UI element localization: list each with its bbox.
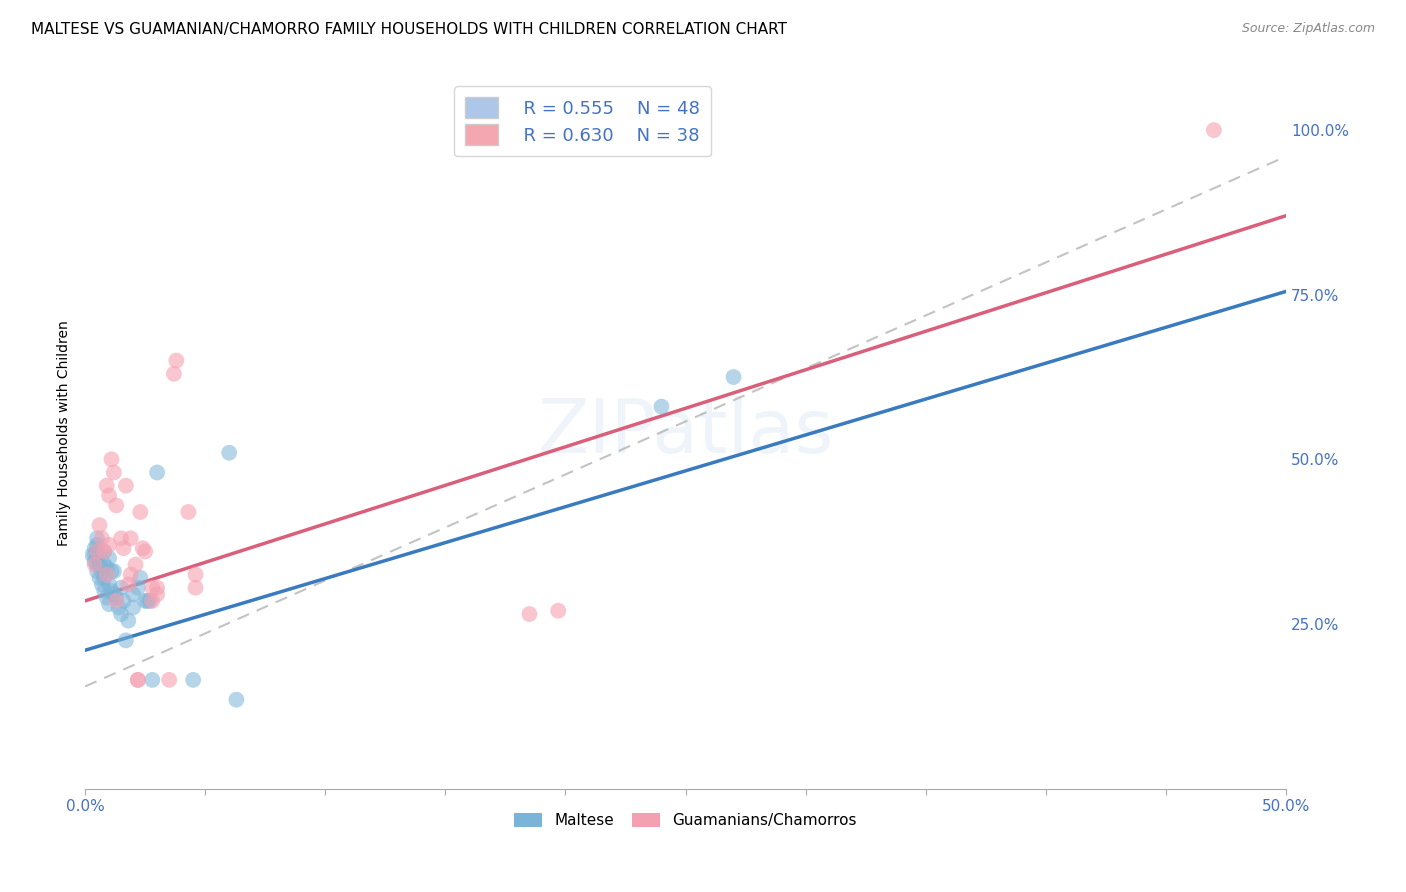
Point: [127, 673, 149, 687]
Point: [83, 558, 105, 572]
Point: [90, 564, 112, 578]
Point: [86, 544, 108, 558]
Point: [83, 541, 105, 556]
Point: [93, 544, 115, 558]
Point: [98, 577, 121, 591]
Point: [129, 505, 152, 519]
Point: [117, 577, 139, 591]
Point: [110, 532, 132, 546]
Y-axis label: Family Households with Children: Family Households with Children: [58, 320, 72, 546]
Point: [157, 673, 180, 687]
Point: [132, 541, 155, 556]
Point: [82, 548, 104, 562]
Point: [122, 587, 145, 601]
Point: [107, 600, 129, 615]
Legend: Maltese, Guamanians/Chamorros: Maltese, Guamanians/Chamorros: [509, 807, 863, 834]
Point: [105, 594, 128, 608]
Point: [547, 604, 569, 618]
Point: [96, 561, 118, 575]
Point: [127, 581, 149, 595]
Point: [139, 594, 162, 608]
Point: [90, 577, 112, 591]
Point: [141, 581, 163, 595]
Point: [129, 571, 152, 585]
Point: [122, 600, 145, 615]
Point: [519, 607, 541, 621]
Point: [105, 591, 128, 605]
Point: [89, 558, 111, 572]
Point: [134, 594, 156, 608]
Point: [86, 544, 108, 558]
Point: [115, 478, 138, 492]
Point: [141, 673, 163, 687]
Point: [98, 489, 121, 503]
Point: [146, 466, 169, 480]
Point: [112, 541, 135, 556]
Point: [110, 607, 132, 621]
Point: [127, 673, 149, 687]
Point: [100, 584, 122, 599]
Point: [86, 538, 108, 552]
Point: [117, 614, 139, 628]
Point: [86, 564, 108, 578]
Point: [225, 692, 247, 706]
Point: [90, 532, 112, 546]
Point: [83, 548, 105, 562]
Point: [124, 558, 146, 572]
Point: [100, 564, 122, 578]
Point: [103, 466, 125, 480]
Point: [146, 587, 169, 601]
Point: [110, 581, 132, 595]
Point: [163, 367, 186, 381]
Point: [93, 544, 115, 558]
Point: [89, 518, 111, 533]
Point: [103, 564, 125, 578]
Point: [93, 558, 115, 572]
Point: [141, 594, 163, 608]
Point: [120, 532, 142, 546]
Point: [93, 571, 115, 585]
Point: [86, 532, 108, 546]
Point: [723, 370, 745, 384]
Point: [98, 551, 121, 566]
Point: [134, 544, 156, 558]
Text: Source: ZipAtlas.com: Source: ZipAtlas.com: [1241, 22, 1375, 36]
Point: [103, 587, 125, 601]
Point: [98, 538, 121, 552]
Point: [86, 551, 108, 566]
Point: [96, 478, 118, 492]
Point: [177, 505, 200, 519]
Point: [89, 571, 111, 585]
Point: [146, 581, 169, 595]
Point: [100, 452, 122, 467]
Point: [96, 591, 118, 605]
Point: [120, 567, 142, 582]
Point: [650, 400, 672, 414]
Point: [184, 567, 207, 582]
Point: [83, 554, 105, 568]
Point: [184, 581, 207, 595]
Point: [1202, 123, 1225, 137]
Point: [115, 633, 138, 648]
Text: MALTESE VS GUAMANIAN/CHAMORRO FAMILY HOUSEHOLDS WITH CHILDREN CORRELATION CHART: MALTESE VS GUAMANIAN/CHAMORRO FAMILY HOU…: [31, 22, 787, 37]
Point: [181, 673, 204, 687]
Point: [96, 567, 118, 582]
Point: [136, 594, 159, 608]
Point: [86, 558, 108, 572]
Point: [98, 597, 121, 611]
Point: [105, 499, 128, 513]
Point: [218, 446, 240, 460]
Text: ZIPatlas: ZIPatlas: [537, 396, 834, 469]
Point: [93, 584, 115, 599]
Point: [165, 353, 187, 368]
Point: [112, 594, 135, 608]
